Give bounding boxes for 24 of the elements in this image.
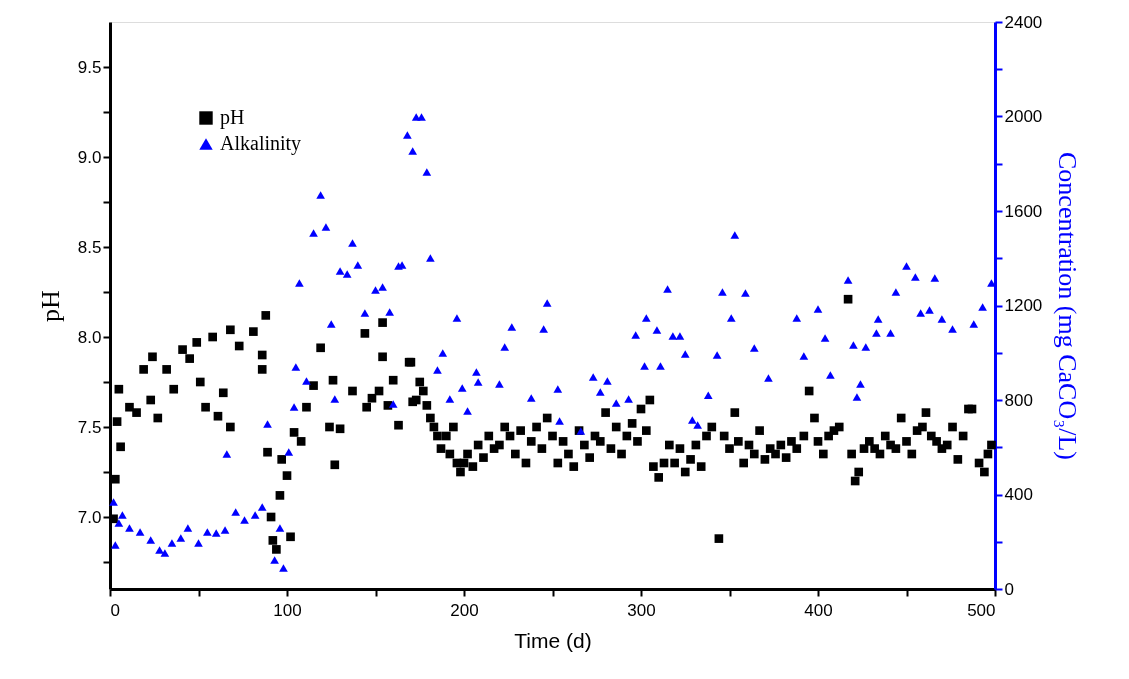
legend-label: Alkalinity	[220, 132, 302, 155]
x-tick-label: 0	[110, 600, 120, 620]
y-axis-title: pH	[35, 289, 65, 322]
x-tick-label: 300	[627, 600, 656, 620]
x-tick-label: 400	[804, 600, 833, 620]
y-tick-label: 8.5	[77, 237, 102, 257]
y-tick-label: 9.0	[77, 147, 102, 167]
y-tick-label: 8.0	[77, 327, 102, 347]
x-axis-title: Time (d)	[514, 628, 592, 652]
x-tick-label: 200	[450, 600, 479, 620]
y2-tick-label: 1200	[1004, 296, 1043, 315]
x-tick-label: 500	[967, 600, 996, 620]
y-tick-label: 9.5	[77, 57, 102, 77]
y2-tick-label: 2000	[1004, 107, 1043, 126]
y2-tick-label: 1600	[1004, 201, 1043, 221]
y-tick-label: 7.0	[77, 507, 102, 527]
legend-label: pH	[220, 106, 245, 129]
y2-tick-label: 400	[1004, 485, 1033, 504]
y2-tick-label: 800	[1004, 390, 1033, 410]
y2-tick-label: 2400	[1004, 12, 1043, 32]
y2-tick-label: 0	[1004, 579, 1014, 599]
y2-axis-title: Concentration (mg CaCO₃/L)	[1053, 151, 1083, 461]
y-tick-label: 7.5	[77, 417, 102, 437]
x-tick-label: 100	[273, 600, 302, 620]
